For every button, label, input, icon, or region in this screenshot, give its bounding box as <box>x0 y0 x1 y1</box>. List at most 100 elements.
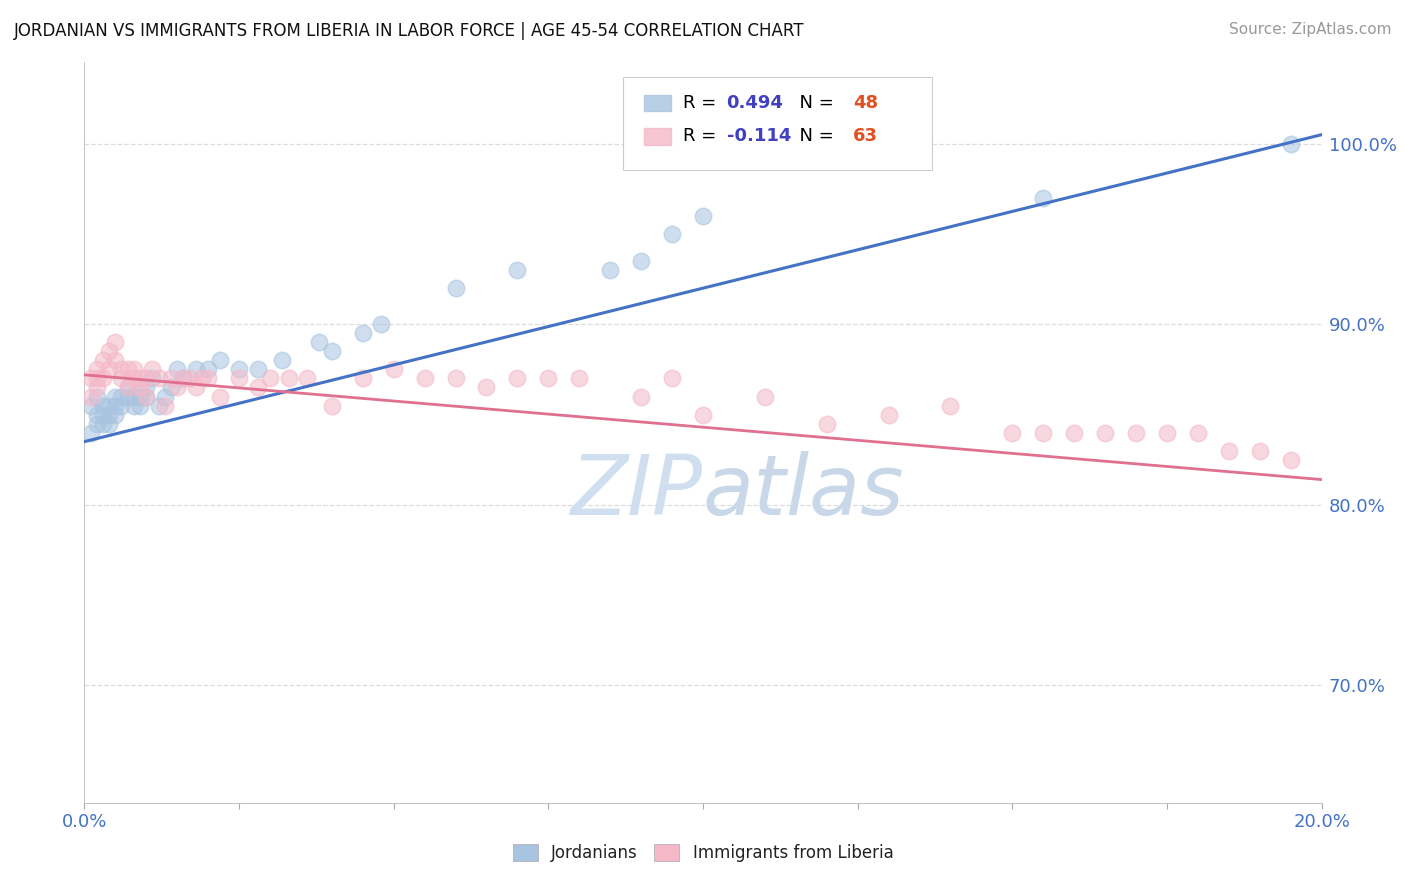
Point <box>179 371 201 385</box>
Point <box>98 408 121 422</box>
Point <box>1249 443 1271 458</box>
Point <box>104 399 127 413</box>
Point <box>104 353 127 368</box>
Point <box>1063 425 1085 440</box>
Point <box>98 399 121 413</box>
Point <box>1032 425 1054 440</box>
Point <box>321 399 343 413</box>
Point <box>1156 425 1178 440</box>
Point <box>537 371 560 385</box>
FancyBboxPatch shape <box>623 78 932 169</box>
Point <box>197 371 219 385</box>
Point <box>630 254 652 268</box>
FancyBboxPatch shape <box>644 128 671 145</box>
Point <box>122 390 145 404</box>
Point <box>129 371 152 385</box>
Point <box>91 399 114 413</box>
Point <box>197 362 219 376</box>
Text: atlas: atlas <box>703 451 904 533</box>
Point <box>209 390 232 404</box>
Point <box>172 371 194 385</box>
Point <box>370 318 392 332</box>
Point <box>86 408 108 422</box>
Point <box>321 344 343 359</box>
Point <box>877 408 900 422</box>
Point <box>135 371 157 385</box>
Point <box>246 380 269 394</box>
Point <box>86 371 108 385</box>
Point <box>110 390 132 404</box>
Point <box>295 371 318 385</box>
Point <box>246 362 269 376</box>
Point <box>172 371 194 385</box>
Point <box>91 417 114 431</box>
Point <box>148 371 170 385</box>
Point <box>86 380 108 394</box>
Point <box>91 353 114 368</box>
Point <box>692 209 714 223</box>
Point <box>129 380 152 394</box>
Point <box>117 390 139 404</box>
Point <box>91 408 114 422</box>
Point <box>110 371 132 385</box>
Point <box>86 390 108 404</box>
Point <box>754 390 776 404</box>
Point <box>1187 425 1209 440</box>
Point <box>506 371 529 385</box>
Point <box>153 399 176 413</box>
Point <box>1032 191 1054 205</box>
Point <box>191 371 214 385</box>
Point <box>129 399 152 413</box>
Point <box>141 371 163 385</box>
Point <box>166 380 188 394</box>
Point <box>184 380 207 394</box>
Point <box>352 371 374 385</box>
Point <box>444 281 467 295</box>
Point <box>599 263 621 277</box>
Point <box>184 362 207 376</box>
Point <box>209 353 232 368</box>
Text: ZIP: ZIP <box>571 451 703 533</box>
Point <box>98 362 121 376</box>
Point <box>228 362 250 376</box>
Point <box>135 380 157 394</box>
Point <box>117 380 139 394</box>
Point <box>1094 425 1116 440</box>
Point <box>506 263 529 277</box>
Point <box>259 371 281 385</box>
Point <box>160 371 183 385</box>
Point <box>79 371 101 385</box>
Point <box>122 399 145 413</box>
Point <box>382 362 405 376</box>
Point <box>1125 425 1147 440</box>
Point <box>475 380 498 394</box>
Point <box>308 335 330 350</box>
Text: JORDANIAN VS IMMIGRANTS FROM LIBERIA IN LABOR FORCE | AGE 45-54 CORRELATION CHAR: JORDANIAN VS IMMIGRANTS FROM LIBERIA IN … <box>14 22 804 40</box>
Point <box>141 362 163 376</box>
Point <box>153 390 176 404</box>
Point <box>104 408 127 422</box>
Point <box>110 362 132 376</box>
Point <box>1218 443 1240 458</box>
Text: 63: 63 <box>852 128 877 145</box>
Point <box>352 326 374 341</box>
Point <box>129 390 152 404</box>
Point <box>160 380 183 394</box>
Point <box>661 227 683 241</box>
Text: R =: R = <box>683 95 723 112</box>
Point <box>939 399 962 413</box>
Point <box>104 390 127 404</box>
Text: Source: ZipAtlas.com: Source: ZipAtlas.com <box>1229 22 1392 37</box>
Point <box>79 390 101 404</box>
Point <box>79 399 101 413</box>
Point <box>86 362 108 376</box>
Point <box>86 417 108 431</box>
Point <box>413 371 436 385</box>
Point <box>815 417 838 431</box>
Point <box>692 408 714 422</box>
Point <box>630 390 652 404</box>
Legend: Jordanians, Immigrants from Liberia: Jordanians, Immigrants from Liberia <box>506 837 900 869</box>
Point <box>148 399 170 413</box>
Point <box>122 371 145 385</box>
Point <box>79 425 101 440</box>
